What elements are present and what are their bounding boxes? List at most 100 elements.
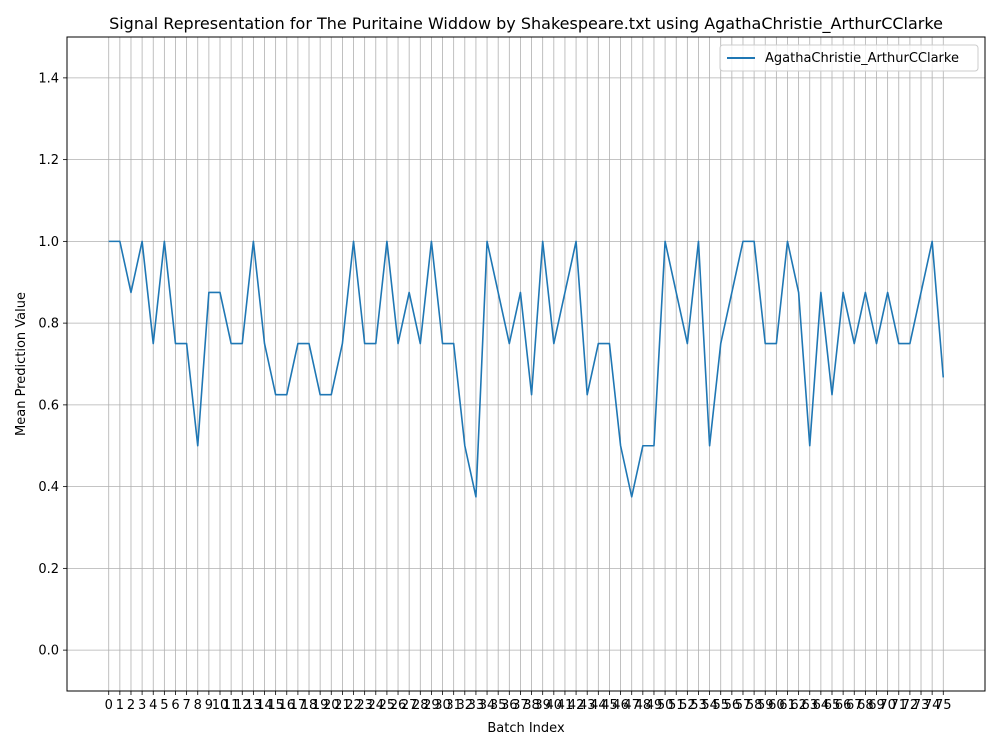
x-tick-label: 44 [590,698,607,713]
x-tick-label: 32 [457,698,474,713]
x-tick-label: 22 [345,698,362,713]
x-tick-label: 31 [445,698,462,713]
x-tick-label: 11 [223,698,240,713]
chart-title: Signal Representation for The Puritaine … [109,14,943,34]
x-tick-label: 64 [813,698,830,713]
x-tick-label: 7 [182,698,190,713]
x-tick-label: 9 [205,698,213,713]
x-tick-label: 13 [245,698,262,713]
x-tick-label: 23 [356,698,373,713]
x-tick-label: 54 [701,698,718,713]
x-tick-label: 72 [902,698,919,713]
x-tick-label: 69 [868,698,885,713]
x-tick-label: 56 [724,698,741,713]
x-tick-label: 5 [160,698,168,713]
x-axis-ticks: 0 1 2 3 4 5 6 7 8 9101112131415161718192021222324… [105,691,952,713]
x-tick-label: 57 [735,698,752,713]
legend-label: AgathaChristie_ArthurCClarke [765,51,959,66]
x-tick-label: 16 [278,698,295,713]
legend-box [719,44,979,72]
x-tick-label: 0 [105,698,113,713]
x-tick-label: 25 [379,698,396,713]
x-tick-label: 34 [479,698,496,713]
x-tick-label: 48 [635,698,652,713]
x-tick-label: 55 [712,698,729,713]
x-gridlines [108,37,944,691]
x-tick-label: 2 [127,698,135,713]
x-tick-label: 17 [290,698,307,713]
y-tick-label: 0.0 [38,644,59,659]
x-tick-label: 74 [924,698,941,713]
x-tick-label: 42 [568,698,585,713]
x-tick-label: 30 [434,698,451,713]
x-tick-label: 63 [801,698,818,713]
x-tick-label: 39 [534,698,551,713]
x-tick-label: 65 [824,698,841,713]
x-tick-label: 41 [557,698,574,713]
y-tick-label: 0.2 [38,562,59,577]
y-tick-label: 1.4 [38,71,59,86]
y-axis-ticks: 0.0 0.2 0.4 0.6 0.8 1.0 1.2 1.4 [38,71,67,659]
x-tick-label: 35 [490,698,507,713]
x-tick-label: 15 [267,698,284,713]
y-tick-label: 0.4 [38,480,59,495]
x-tick-label: 49 [646,698,663,713]
x-tick-label: 20 [323,698,340,713]
y-tick-label: 0.8 [38,317,59,332]
legend: AgathaChristie_ArthurCClarke [719,44,979,72]
x-tick-label: 24 [368,698,385,713]
x-tick-label: 37 [512,698,529,713]
x-tick-label: 73 [913,698,930,713]
x-tick-label: 33 [468,698,485,713]
y-tick-label: 0.6 [38,398,59,413]
x-tick-label: 60 [768,698,785,713]
x-tick-label: 50 [657,698,674,713]
x-tick-label: 18 [301,698,318,713]
x-tick-label: 68 [857,698,874,713]
x-tick-label: 59 [757,698,774,713]
x-tick-label: 53 [690,698,707,713]
plot-frame [66,36,986,692]
x-tick-label: 71 [890,698,907,713]
x-tick-label: 26 [390,698,407,713]
x-tick-label: 46 [612,698,629,713]
x-tick-label: 21 [334,698,351,713]
x-tick-label: 62 [790,698,807,713]
y-axis-label: Mean Prediction Value [14,292,29,436]
x-tick-label: 52 [679,698,696,713]
x-tick-label: 43 [579,698,596,713]
x-tick-label: 19 [312,698,329,713]
x-tick-label: 38 [523,698,540,713]
x-tick-label: 40 [546,698,563,713]
y-tick-label: 1.0 [38,235,59,250]
x-tick-label: 27 [401,698,418,713]
x-tick-label: 29 [423,698,440,713]
x-tick-label: 10 [212,698,229,713]
x-tick-label: 1 [116,698,124,713]
x-tick-label: 8 [194,698,202,713]
x-tick-label: 47 [623,698,640,713]
x-tick-label: 4 [149,698,157,713]
x-tick-label: 6 [171,698,179,713]
x-tick-label: 28 [412,698,429,713]
series-line [108,240,945,498]
x-tick-label: 12 [234,698,251,713]
x-axis-label: Batch Index [487,721,565,736]
x-tick-label: 67 [846,698,863,713]
y-tick-label: 1.2 [38,153,59,168]
x-tick-label: 51 [668,698,685,713]
x-tick-label: 36 [501,698,518,713]
series-layer [108,240,945,498]
x-tick-label: 45 [601,698,618,713]
x-tick-label: 14 [256,698,273,713]
x-tick-label: 70 [879,698,896,713]
x-tick-label: 75 [935,698,952,713]
x-tick-label: 61 [779,698,796,713]
x-tick-label: 58 [746,698,763,713]
x-tick-label: 66 [835,698,852,713]
y-gridlines [67,77,985,651]
x-tick-label: 3 [138,698,146,713]
